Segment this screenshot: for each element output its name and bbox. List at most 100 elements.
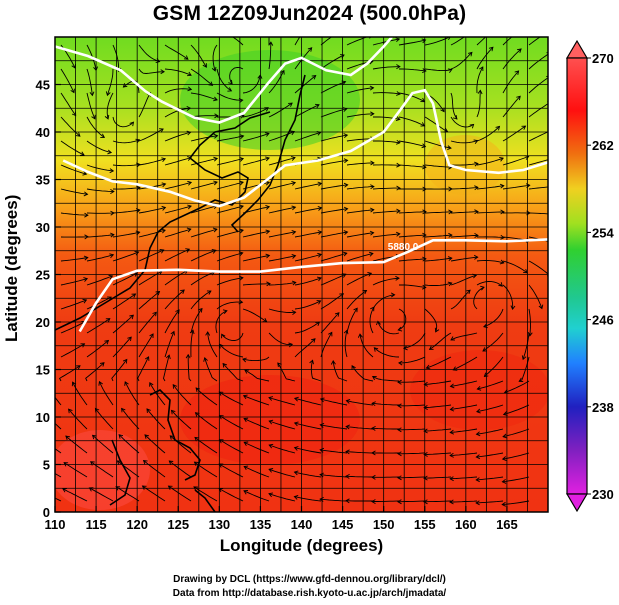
streamline-arrowhead [396, 139, 401, 145]
streamline [528, 308, 531, 336]
y-tick-label: 15 [36, 363, 50, 378]
streamline-arrowhead [37, 489, 41, 493]
streamline-arrowhead [369, 85, 375, 91]
streamline [484, 356, 504, 377]
streamline [86, 296, 112, 310]
streamline [320, 332, 333, 358]
streamline [450, 476, 478, 480]
streamline-arrowhead [135, 138, 141, 144]
streamline [345, 451, 374, 454]
streamline-arrowhead [108, 274, 114, 280]
streamline-arrowhead [122, 83, 128, 88]
streamline-arrowhead [423, 381, 429, 387]
streamline-arrowhead [136, 185, 141, 191]
streamline-arrowhead [317, 252, 323, 258]
streamline-arrowhead [80, 343, 86, 348]
streamline [242, 206, 270, 214]
streamline-arrowhead [110, 232, 115, 238]
streamline [476, 46, 494, 70]
streamline-arrowhead [501, 501, 506, 507]
streamline [60, 299, 87, 310]
streamline [118, 434, 140, 454]
streamline-arrowhead [474, 161, 479, 167]
streamline [398, 92, 425, 103]
streamline [164, 205, 192, 214]
streamline-arrowhead [397, 403, 402, 409]
streamline [320, 449, 348, 454]
streamline-arrowhead [371, 499, 376, 504]
streamline-arrowhead [423, 499, 428, 505]
streamline-arrowhead [474, 233, 479, 238]
streamline [502, 260, 528, 274]
streamline [65, 435, 88, 454]
streamline [138, 270, 163, 286]
streamline-arrowhead [371, 425, 376, 431]
streamline [55, 497, 62, 502]
colorbar-tick-label: 270 [592, 51, 614, 66]
streamline [138, 68, 165, 74]
streamline-arrowhead [395, 116, 401, 122]
streamline [502, 48, 522, 70]
streamline [268, 281, 296, 286]
streamline-arrowhead [104, 114, 110, 120]
streamline-arrowhead [423, 475, 428, 481]
streamline-arrowhead [345, 424, 350, 430]
streamline-arrowhead [309, 359, 314, 365]
streamline [216, 135, 244, 142]
streamline-arrowhead [265, 156, 270, 162]
streamline-arrowhead [293, 470, 299, 476]
streamline-arrowhead [474, 185, 479, 191]
streamline-arrowhead [129, 121, 135, 127]
streamline [95, 408, 114, 430]
streamline-arrowhead [239, 134, 245, 140]
streamline [215, 310, 228, 334]
streamline [216, 301, 243, 310]
streamline-arrowhead [205, 331, 211, 336]
streamline [346, 400, 374, 406]
streamline [60, 140, 85, 156]
streamline-arrowhead [115, 486, 121, 491]
streamline [502, 156, 529, 166]
x-tick-label: 130 [208, 517, 230, 532]
streamline [346, 307, 358, 334]
streamline-arrowhead [265, 204, 271, 210]
streamline [294, 277, 322, 286]
streamline [424, 37, 451, 46]
streamline-arrowhead [110, 189, 115, 194]
streamline-arrowhead [187, 180, 193, 186]
streamline [86, 275, 113, 286]
streamline-arrowhead [518, 377, 524, 383]
streamline-arrowhead [109, 168, 115, 174]
streamline [138, 44, 160, 63]
streamline-arrowhead [168, 460, 174, 465]
streamline [222, 363, 244, 382]
streamline [268, 102, 293, 118]
streamline-arrowhead [38, 463, 42, 467]
streamline [219, 415, 244, 430]
streamline-arrowhead [122, 358, 128, 364]
streamline-arrowhead [75, 365, 81, 370]
streamline [146, 408, 166, 430]
streamline [502, 95, 521, 118]
streamline [242, 308, 267, 323]
streamline [98, 381, 114, 406]
streamline [219, 463, 244, 478]
streamline-arrowhead [91, 114, 96, 120]
streamline-arrowhead [75, 132, 81, 137]
streamline [149, 382, 166, 406]
streamline [138, 249, 164, 262]
streamline [138, 229, 166, 238]
streamline [450, 404, 478, 410]
streamline-arrowhead [315, 321, 321, 326]
streamline-arrowhead [100, 362, 105, 367]
y-tick-label: 0 [43, 505, 50, 520]
streamline [320, 424, 348, 430]
streamline-arrowhead [316, 130, 322, 136]
streamline-arrowhead [116, 460, 122, 465]
streamline-arrowhead [340, 54, 345, 59]
streamline-arrowhead [467, 51, 473, 57]
streamline-arrowhead [238, 251, 244, 257]
streamline-arrowhead [390, 292, 396, 298]
streamline-arrowhead [135, 208, 141, 213]
streamline [476, 185, 504, 190]
